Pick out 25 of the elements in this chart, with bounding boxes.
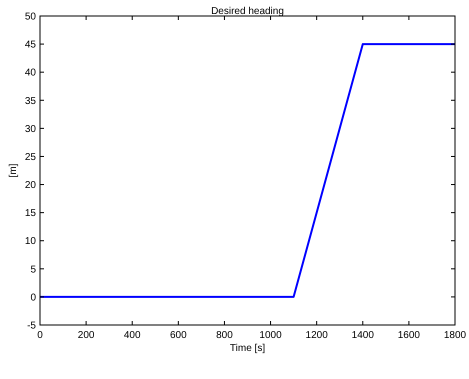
x-tick-label: 1800 (444, 330, 467, 341)
y-tick-label: 20 (24, 180, 36, 192)
x-tick-label: 0 (37, 330, 44, 341)
x-tick-label: 1400 (352, 330, 374, 341)
y-tick-label: 40 (24, 68, 36, 79)
y-tick-label: 10 (24, 236, 36, 248)
y-axis-title: [m] (8, 163, 19, 178)
x-tick-label: 400 (124, 330, 141, 341)
x-tick-label: 200 (78, 330, 95, 341)
x-tick-label: 600 (170, 330, 188, 341)
y-tick-label: 5 (30, 264, 36, 276)
chart-title: Desired heading (211, 6, 284, 17)
x-tick-label: 1600 (398, 330, 420, 341)
y-tick-label: 45 (24, 40, 36, 51)
y-tick-label: 25 (24, 152, 36, 163)
x-axis-title: Time [s] (230, 343, 266, 354)
y-tick-label: 15 (24, 208, 36, 220)
y-tick-label: -5 (27, 320, 36, 332)
x-tick-label: 1200 (306, 330, 328, 341)
x-tick-label: 800 (216, 330, 234, 341)
y-tick-label: 50 (24, 12, 36, 22)
x-tick-label: 1000 (259, 330, 282, 341)
y-tick-label: 35 (24, 96, 36, 107)
y-tick-label: 30 (24, 124, 36, 135)
y-tick-label: 0 (30, 292, 36, 304)
